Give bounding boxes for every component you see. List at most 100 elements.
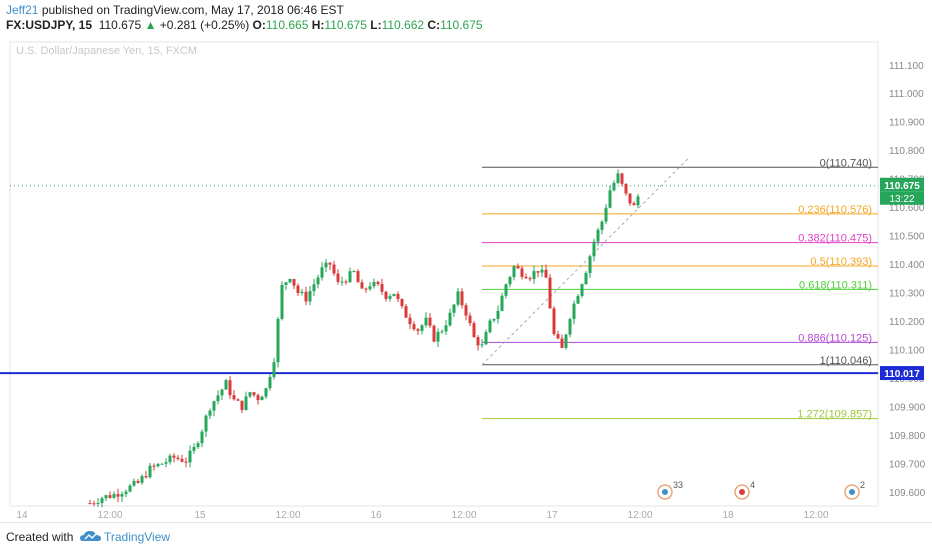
candle-body: [148, 465, 152, 478]
candle-body: [348, 271, 352, 283]
candle-body: [344, 281, 348, 283]
candle-body: [548, 277, 552, 309]
y-tick-label: 110.900: [889, 118, 925, 129]
candle-body: [292, 278, 296, 286]
candle-body: [168, 455, 172, 463]
open-value: 110.665: [265, 18, 309, 32]
candle-body: [140, 476, 144, 483]
y-tick-label: 109.900: [889, 402, 926, 413]
candle-body: [564, 334, 568, 348]
candle-body: [488, 320, 492, 333]
publish-line: Jeff21 published on TradingView.com, May…: [6, 3, 344, 17]
candle-body: [524, 276, 528, 279]
y-tick-label: 110.800: [889, 146, 925, 157]
price-chart[interactable]: U.S. Dollar/Japanese Yen, 15, FXCM 111.10…: [0, 36, 932, 522]
candle-body: [256, 395, 260, 401]
candle-body: [552, 308, 556, 335]
candle-body: [276, 318, 280, 363]
candle-body: [620, 173, 624, 184]
candle-body: [512, 266, 516, 278]
x-tick-label: 12:00: [97, 510, 122, 521]
candle-body: [176, 457, 180, 459]
chart-header: Jeff21 published on TradingView.com, May…: [0, 0, 932, 36]
candle-body: [296, 285, 300, 294]
created-with-text: Created with: [6, 530, 74, 544]
candle-body: [496, 310, 500, 319]
candle-body: [380, 283, 384, 292]
candle-body: [332, 264, 336, 274]
candle-body: [444, 325, 448, 332]
candle-body: [252, 392, 256, 396]
open-label: O:: [252, 18, 266, 32]
tradingview-cloud-icon[interactable]: [80, 529, 102, 543]
candle-body: [316, 277, 320, 285]
fib-level-label: 0.5(110.393): [810, 256, 872, 268]
countdown-badge: [880, 191, 924, 205]
candle-body: [308, 291, 312, 302]
candle-body: [340, 281, 344, 283]
candle-body: [568, 319, 572, 335]
candle-body: [204, 415, 208, 432]
low-label: L:: [370, 18, 382, 32]
high-label: H:: [311, 18, 325, 32]
candle-body: [572, 303, 576, 320]
candle-body: [376, 281, 380, 284]
candle-body: [320, 267, 324, 278]
y-tick-label: 110.500: [889, 232, 925, 243]
candle-body: [448, 312, 452, 326]
tradingview-brand[interactable]: TradingView: [104, 530, 171, 544]
candle-body: [88, 503, 92, 505]
candle-body: [412, 324, 416, 330]
candle-body: [240, 400, 244, 410]
y-tick-label: 111.000: [889, 89, 924, 100]
candle-body: [608, 190, 612, 208]
footer: Created with TradingView: [0, 522, 932, 551]
candle-body: [600, 221, 604, 230]
candle-body: [492, 318, 496, 321]
candle-body: [328, 262, 332, 265]
candle-body: [540, 269, 544, 273]
candle-body: [100, 498, 104, 503]
y-tick-label: 109.700: [889, 459, 926, 470]
ohlc-line: FX:USDJPY, 15 110.675 ▲ +0.281 (+0.25%) …: [6, 18, 483, 32]
candle-body: [484, 332, 488, 345]
last-price-text: 110.675: [98, 18, 142, 32]
x-tick-label: 12:00: [627, 510, 652, 521]
candle-body: [184, 461, 188, 463]
chart-title: U.S. Dollar/Japanese Yen, 15, FXCM: [16, 45, 197, 57]
candle-body: [124, 491, 128, 495]
level-price-badge: [880, 366, 924, 381]
countdown-label: 13:22: [889, 194, 914, 205]
candle-body: [236, 399, 240, 401]
candle-body: [616, 173, 620, 183]
candle-body: [460, 291, 464, 306]
x-tick-label: 16: [370, 510, 382, 521]
candle-body: [156, 463, 160, 467]
fib-level-label: 0(110.740): [820, 157, 872, 169]
x-tick-label: 12:00: [275, 510, 300, 521]
candle-body: [592, 241, 596, 257]
fib-level-label: 0.236(110.576): [798, 204, 872, 216]
candle-body: [500, 295, 504, 311]
candle-body: [364, 288, 368, 290]
candle-body: [604, 207, 608, 222]
y-tick-label: 110.600: [889, 203, 925, 214]
candle-body: [208, 410, 212, 416]
candle-body: [392, 293, 396, 297]
candle-body: [432, 325, 436, 342]
last-price-badge: [880, 177, 924, 192]
author-link[interactable]: Jeff21: [6, 3, 39, 17]
event-marker-count: 4: [750, 480, 755, 490]
candle-body: [408, 317, 412, 325]
level-price-badge-label: 110.017: [884, 369, 920, 380]
candle-body: [404, 306, 408, 318]
candle-body: [300, 291, 304, 294]
fib-level-label: 1.272(109.857): [797, 409, 872, 421]
candle-body: [336, 273, 340, 282]
chart-area[interactable]: U.S. Dollar/Japanese Yen, 15, FXCM 111.10…: [0, 36, 932, 522]
y-tick-label: 110.100: [889, 345, 925, 356]
candle-body: [588, 256, 592, 274]
candle-body: [384, 291, 388, 299]
x-tick-label: 14: [16, 510, 28, 521]
candle-body: [200, 431, 204, 444]
